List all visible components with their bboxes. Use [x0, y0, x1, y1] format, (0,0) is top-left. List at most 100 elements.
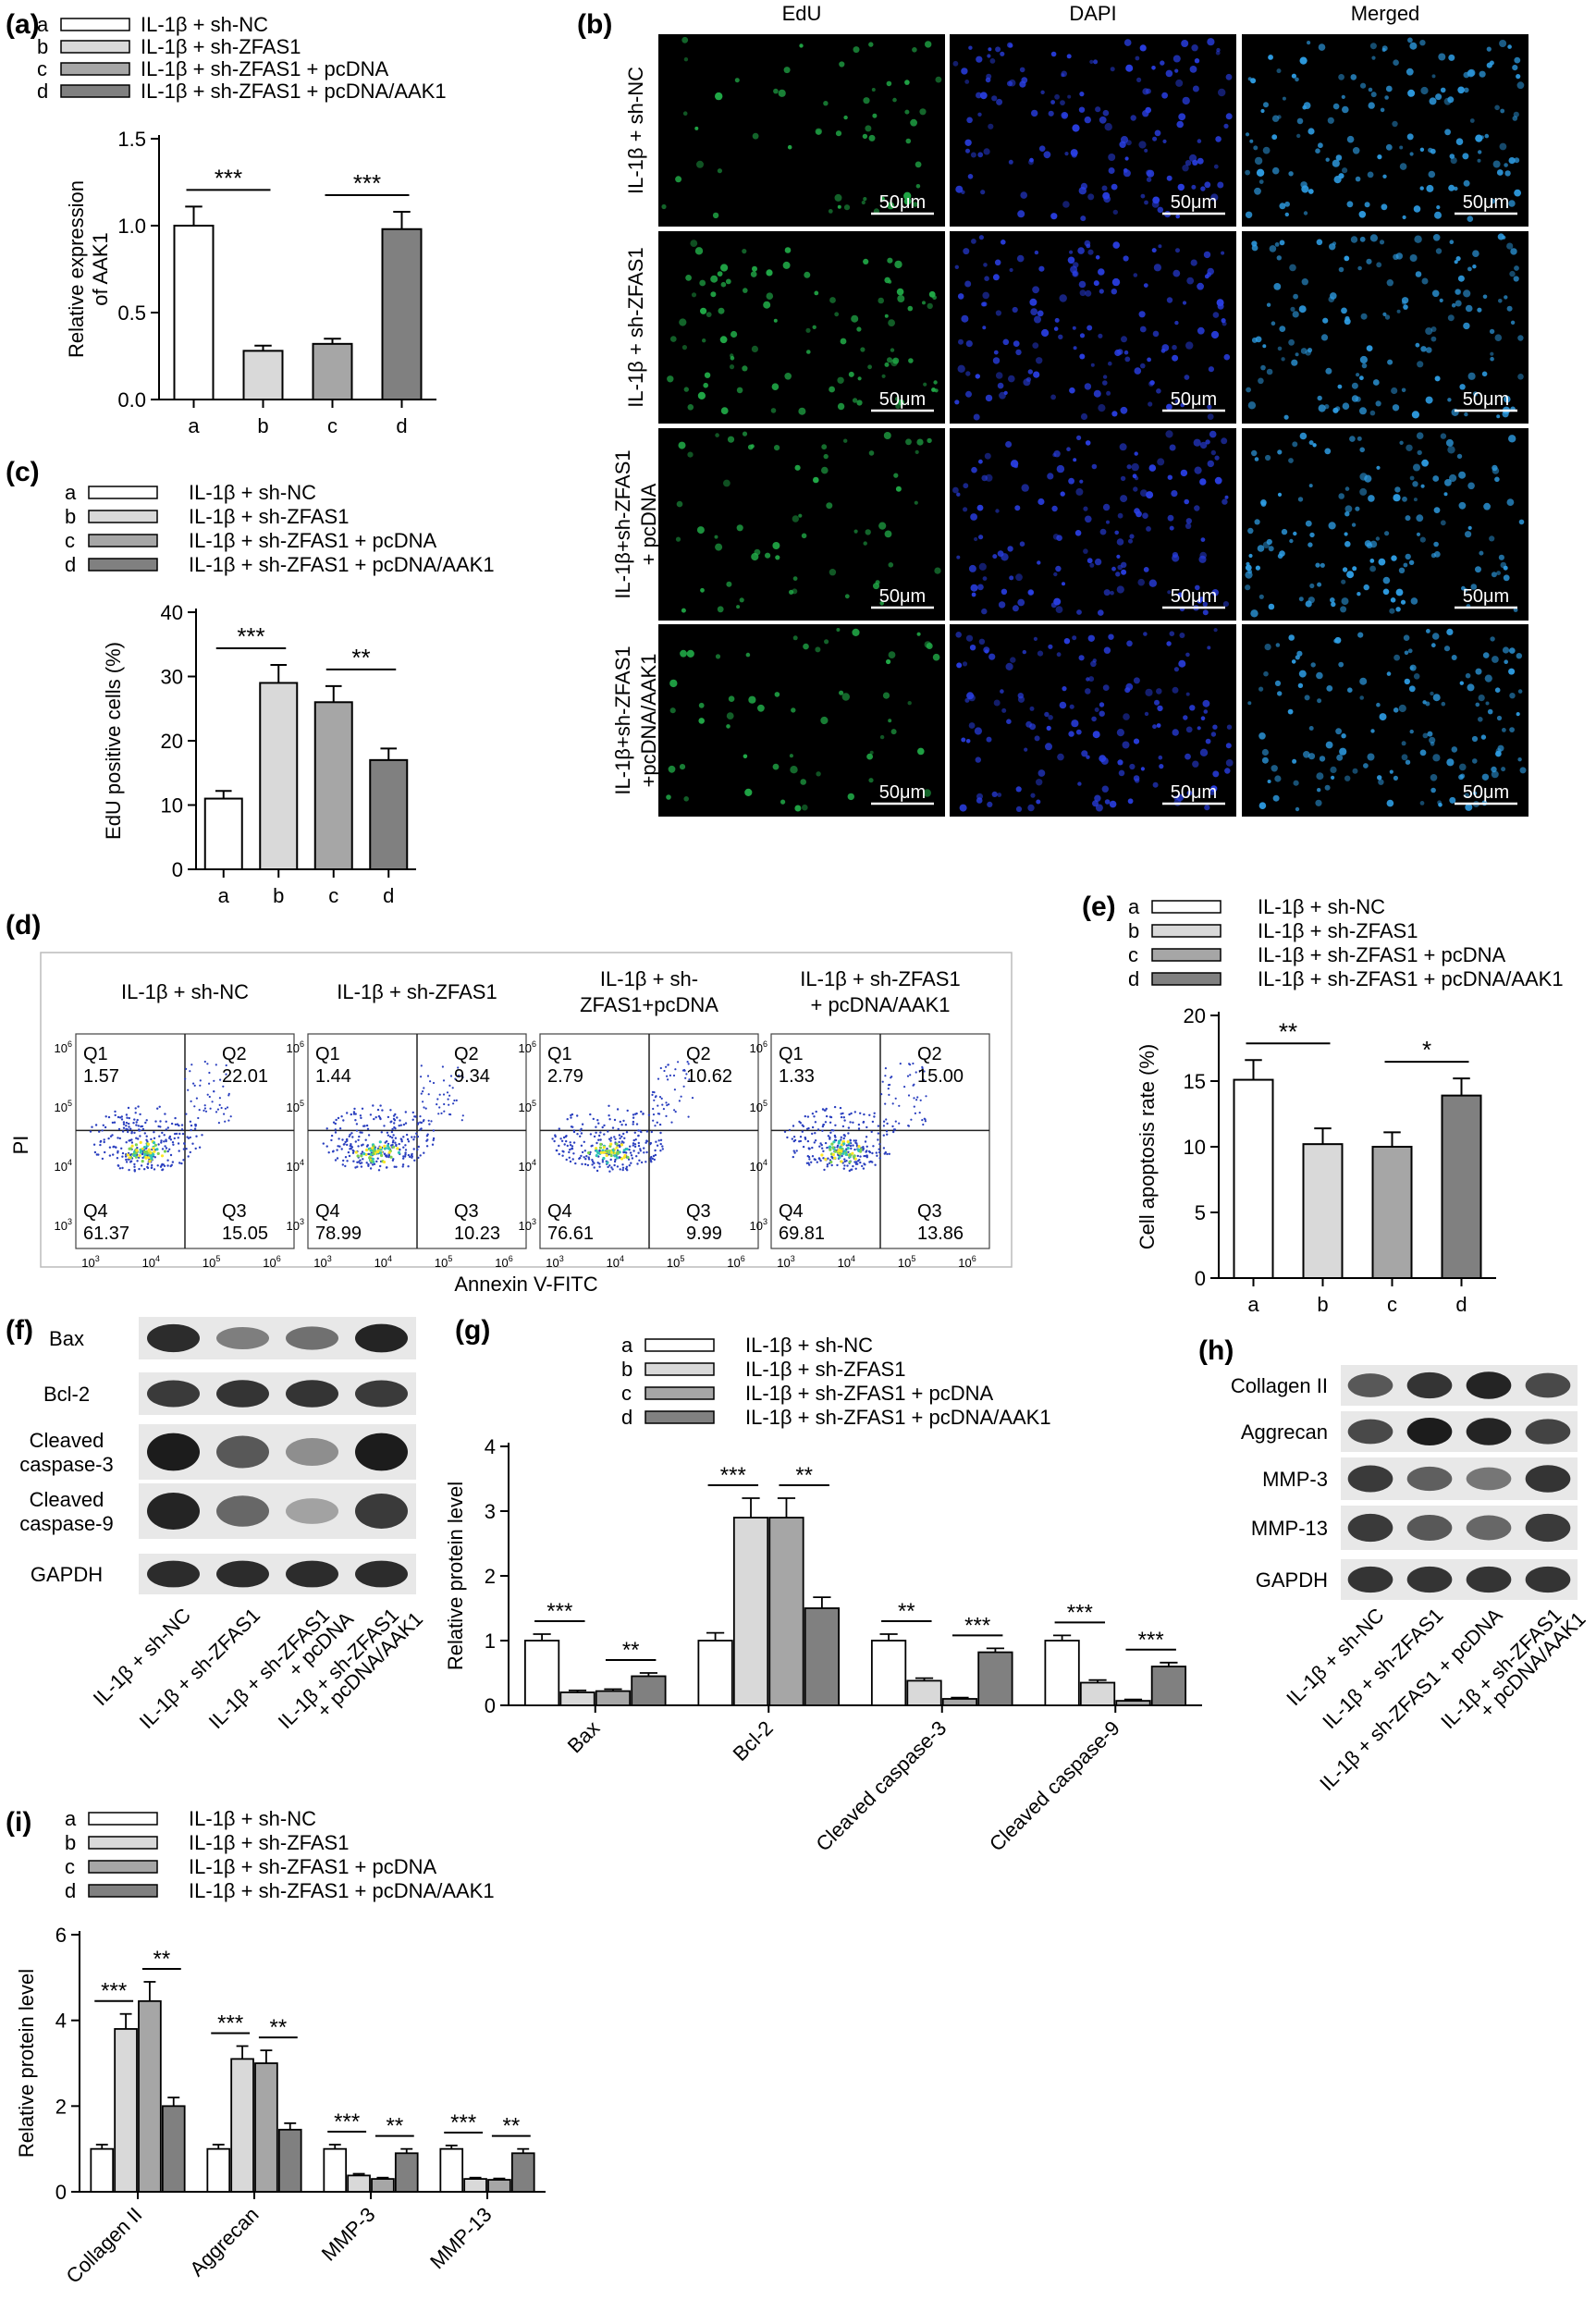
event-dot	[226, 1106, 229, 1109]
cell-nucleus	[1056, 535, 1062, 541]
event-dot	[209, 1107, 212, 1110]
cell-nucleus	[1209, 789, 1216, 795]
cell-nucleus	[757, 704, 765, 712]
cell-nucleus	[1251, 337, 1258, 343]
cell-nucleus	[856, 400, 863, 406]
event-dot-dense	[152, 1141, 156, 1145]
event-dot-dense	[601, 1150, 606, 1154]
cell-nucleus	[1315, 799, 1322, 806]
event-dot	[335, 1118, 338, 1122]
cell-nucleus	[1249, 139, 1254, 143]
cell-nucleus	[1434, 211, 1442, 219]
x-tick-label: Aggrecan	[185, 2203, 263, 2281]
cell-nucleus	[1123, 713, 1130, 720]
cell-nucleus	[1189, 66, 1197, 73]
event-dot	[373, 1117, 375, 1121]
cell-nucleus	[888, 719, 892, 723]
blot-band	[286, 1326, 338, 1350]
cell-nucleus	[1224, 495, 1229, 499]
event-dot	[101, 1157, 104, 1161]
cell-nucleus	[1420, 86, 1429, 95]
event-dot	[377, 1169, 381, 1172]
cell-nucleus	[1393, 59, 1399, 66]
event-dot	[337, 1145, 339, 1148]
significance-stars: **	[622, 1638, 640, 1663]
event-dot	[402, 1146, 405, 1149]
event-dot	[350, 1147, 352, 1150]
cell-nucleus	[1369, 565, 1376, 572]
event-dot	[387, 1134, 390, 1137]
cell-nucleus	[773, 88, 779, 94]
cell-nucleus	[1202, 609, 1209, 616]
cell-nucleus	[1382, 174, 1387, 178]
event-dot	[632, 1116, 635, 1119]
event-dot	[134, 1107, 137, 1110]
cell-nucleus	[1279, 326, 1286, 332]
cell-nucleus	[1309, 583, 1315, 589]
cell-nucleus	[1513, 608, 1518, 612]
cell-nucleus	[1263, 670, 1269, 677]
event-dot	[213, 1079, 215, 1082]
cell-nucleus	[1402, 496, 1407, 502]
event-dot	[811, 1146, 814, 1150]
cell-nucleus	[1101, 185, 1108, 191]
event-dot	[598, 1134, 601, 1138]
quadrant-name: Q4	[547, 1201, 572, 1222]
cell-nucleus	[1073, 262, 1079, 268]
cell-nucleus	[1116, 554, 1121, 560]
bar	[804, 1607, 841, 1706]
y-tick-label: 20	[161, 730, 183, 753]
cell-nucleus	[696, 160, 704, 168]
cell-nucleus	[1279, 240, 1285, 246]
legend-label: IL-1β + sh-NC	[1258, 895, 1385, 918]
cell-nucleus	[1292, 758, 1297, 764]
cell-nucleus	[1040, 90, 1045, 95]
cell-nucleus	[1459, 681, 1465, 685]
event-dot	[322, 1142, 325, 1145]
event-dot	[357, 1161, 361, 1163]
event-dot	[103, 1140, 105, 1144]
bar	[381, 228, 423, 400]
event-dot-dense	[838, 1139, 841, 1143]
cell-nucleus	[1033, 636, 1037, 642]
event-dot	[125, 1141, 128, 1144]
legend-letter: d	[37, 80, 48, 103]
event-dot	[362, 1158, 364, 1161]
cell-nucleus	[982, 576, 988, 581]
cell-nucleus	[1125, 140, 1132, 146]
event-dot	[619, 1168, 621, 1171]
event-dot	[806, 1139, 810, 1143]
cell-nucleus	[1169, 525, 1174, 531]
cell-nucleus	[787, 144, 792, 150]
cell-nucleus	[1125, 64, 1134, 72]
event-dot	[852, 1144, 854, 1147]
blot-band	[1525, 1465, 1571, 1493]
cell-nucleus	[675, 176, 682, 183]
event-dot	[632, 1120, 635, 1124]
cell-nucleus	[1433, 507, 1441, 513]
cell-nucleus	[1457, 86, 1465, 94]
y-tick-label: 20	[1184, 1004, 1206, 1027]
event-dot	[814, 1158, 816, 1162]
event-dot	[636, 1162, 639, 1165]
event-dot	[208, 1095, 211, 1099]
event-dot	[165, 1120, 167, 1124]
cell-nucleus	[1145, 106, 1151, 114]
cell-nucleus	[1095, 106, 1101, 113]
cell-nucleus	[667, 375, 674, 383]
cell-nucleus	[1166, 297, 1173, 303]
event-dot	[622, 1150, 625, 1154]
event-dot	[181, 1132, 185, 1136]
cell-nucleus	[1274, 775, 1282, 782]
cell-nucleus	[1431, 289, 1440, 298]
cell-nucleus	[1471, 735, 1479, 743]
cell-nucleus	[1133, 677, 1140, 684]
event-dot	[565, 1139, 568, 1143]
bar	[1371, 1146, 1413, 1279]
cell-nucleus	[880, 196, 885, 202]
cell-nucleus	[1341, 94, 1345, 99]
cell-nucleus	[868, 778, 874, 783]
event-dot	[129, 1127, 132, 1130]
legend-label: IL-1β + sh-ZFAS1 + pcDNA	[1258, 943, 1506, 966]
event-dot	[357, 1138, 360, 1142]
